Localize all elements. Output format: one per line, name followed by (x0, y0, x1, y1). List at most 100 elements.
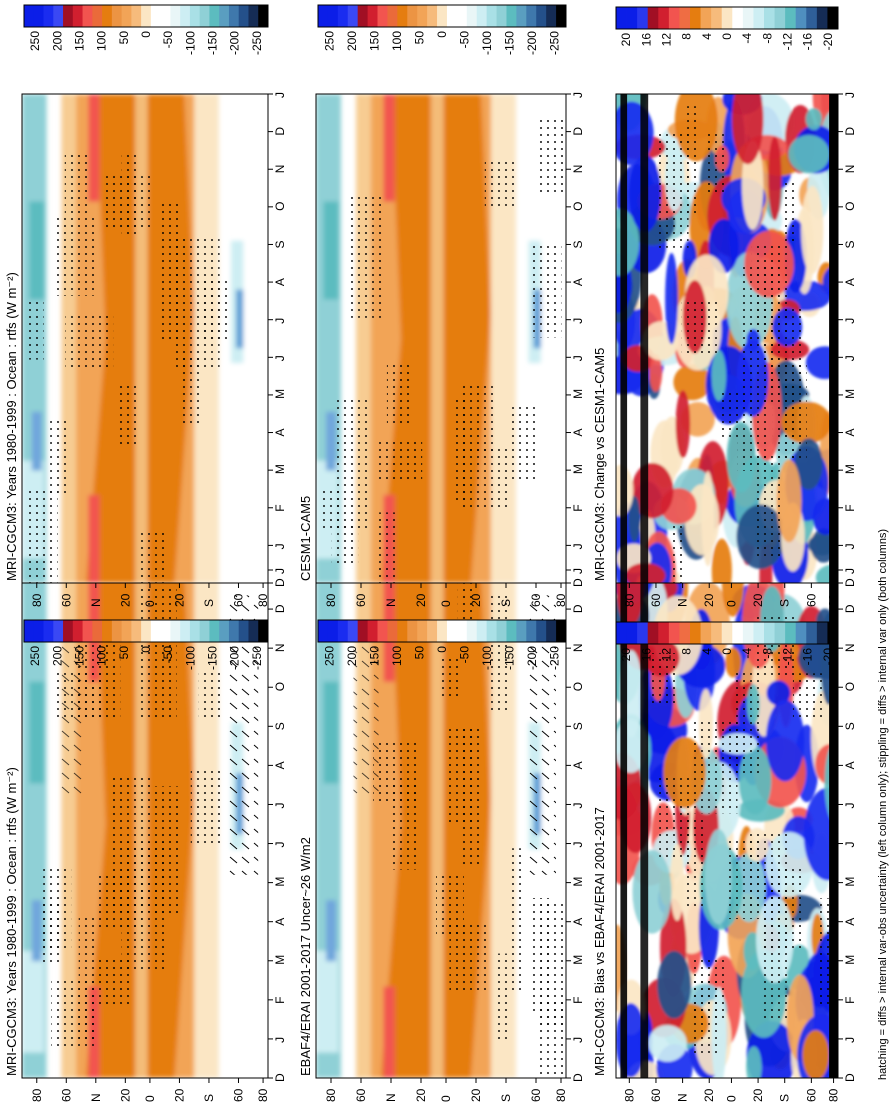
colorbar-swatch (327, 5, 339, 27)
colorbar-tick-label: 0 (720, 648, 734, 655)
month-tick-label: S (273, 240, 287, 248)
lat-tick-label: 60 (354, 593, 368, 607)
colorbar-tick-label: 250 (322, 31, 336, 51)
month-tick-label: A (273, 429, 287, 437)
lat-tick-label: 20 (702, 1088, 716, 1102)
colorbar-swatch (496, 620, 507, 642)
lat-tick-label: S (202, 1094, 216, 1102)
colorbar-swatch (637, 7, 649, 29)
heatmap-field-p5 (616, 570, 838, 1078)
month-tick-label: A (843, 918, 857, 926)
colorbar-swatch (170, 620, 181, 642)
colorbar-swatch (546, 620, 557, 642)
month-tick-label: D (843, 578, 857, 587)
lat-tick-label: 60 (354, 1088, 368, 1102)
colorbar-swatch (72, 620, 83, 642)
colorbar-swatch (764, 7, 775, 29)
month-tick-label: N (571, 643, 585, 652)
colorbar-p3: 250 200 150 100 50 0 -50 -100 -150 -200 -250 (317, 619, 567, 670)
panel-title-p5: MRI-CGCM3: Bias vs EBAF4/ERAI 2001-2017 (592, 807, 607, 1076)
lat-tick-label: 20 (414, 593, 428, 607)
month-tick-label: F (571, 997, 585, 1004)
month-tick-label: N (571, 165, 585, 174)
colorbar-swatch (774, 7, 786, 29)
lat-tick-label: 0 (439, 600, 453, 607)
month-tick-label: A (273, 278, 287, 286)
colorbar-swatch (526, 620, 537, 642)
colorbar-tick-label: 200 (50, 646, 64, 666)
colorbar-swatch (516, 620, 527, 642)
colorbar-swatch (446, 620, 458, 642)
colorbar-swatch (700, 7, 712, 29)
colorbar-tick-label: 16 (639, 33, 653, 47)
colorbar-tick-label: 16 (639, 648, 653, 662)
colorbar-swatch (407, 5, 418, 27)
colorbar-swatch (92, 5, 103, 27)
plot-frame (615, 93, 839, 584)
colorbar-swatch (516, 5, 527, 27)
month-tick-label: D (571, 578, 585, 587)
month-tick-label: A (273, 918, 287, 926)
month-tick-label: M (571, 877, 585, 887)
colorbar-swatch (785, 7, 797, 29)
lat-tick-label: 20 (118, 593, 132, 607)
colorbar-swatch (377, 5, 388, 27)
colorbar-tick-label: 200 (345, 646, 359, 666)
colorbar-swatch (131, 5, 142, 27)
panel-title-p6: MRI-CGCM3: Change vs CESM1-CAM5 (592, 348, 607, 581)
lat-tick-label: 80 (827, 593, 841, 607)
lat-tick-label: 60 (529, 1088, 543, 1102)
lat-tick-label: S (778, 1094, 792, 1102)
colorbar-tick-label: 0 (139, 646, 153, 653)
month-tick-label: J (273, 318, 287, 324)
colorbar-swatch (337, 5, 349, 27)
colorbar-swatch (637, 622, 649, 644)
colorbar-tick-label: 150 (72, 646, 86, 666)
colorbar-swatch (466, 5, 478, 27)
colorbar-tick-label: 50 (117, 31, 131, 45)
colorbar-swatch (616, 622, 627, 644)
colorbar-tick-label: 100 (390, 646, 404, 666)
colorbar-tick-label: 20 (619, 33, 633, 47)
colorbar-swatch (357, 620, 368, 642)
month-tick-label: J (843, 802, 857, 808)
colorbar-swatch (160, 5, 171, 27)
colorbar-swatch (827, 7, 839, 29)
panel-title-p3: EBAF4/ERAI 2001-2017 Uncer~26 W/m2 (298, 837, 313, 1076)
colorbar-tick-label: -50 (161, 31, 175, 49)
panel-p3: 80 60 N 20 0 20 S 60 80DJFMAMJJASONDJEBAF4/ERAI … (298, 568, 585, 1102)
colorbar-tick-label: -16 (801, 33, 815, 51)
colorbar-tick-label: 20 (619, 648, 633, 662)
month-tick-label: O (571, 682, 585, 691)
month-tick-label: J (273, 355, 287, 361)
lat-tick-label: 0 (439, 1095, 453, 1102)
month-tick-label: J (843, 1037, 857, 1043)
month-tick-label: D (273, 1073, 287, 1082)
colorbar-swatch (189, 5, 201, 27)
colorbar-swatch (711, 622, 723, 644)
month-tick-label: M (273, 955, 287, 965)
colorbar-swatch (456, 5, 468, 27)
lat-tick-label: 80 (30, 1088, 44, 1102)
colorbar-swatch (546, 5, 557, 27)
lat-tick-label: 60 (649, 593, 663, 607)
month-tick-label: A (571, 278, 585, 286)
colorbar-swatch (43, 5, 54, 27)
month-tick-label: M (273, 464, 287, 474)
colorbar-tick-label: 12 (659, 648, 673, 662)
colorbar-tick-label: -16 (801, 648, 815, 666)
colorbar-tick-label: -100 (183, 646, 197, 670)
month-tick-label: N (843, 165, 857, 174)
colorbar-swatch (456, 620, 468, 642)
colorbar-swatch (219, 620, 230, 642)
colorbar-swatch (742, 622, 754, 644)
colorbar-p1: 250 200 150 100 50 0 -50 -100 -150 -200 -250 (23, 619, 269, 670)
lat-tick-label: 80 (256, 1088, 270, 1102)
colorbar-swatch (82, 620, 93, 642)
colorbar-swatch (387, 5, 398, 27)
colorbar-swatch (33, 620, 44, 642)
lat-tick-label: 20 (414, 1088, 428, 1102)
colorbar-swatch (417, 5, 428, 27)
lat-tick-label: 80 (554, 1088, 568, 1102)
